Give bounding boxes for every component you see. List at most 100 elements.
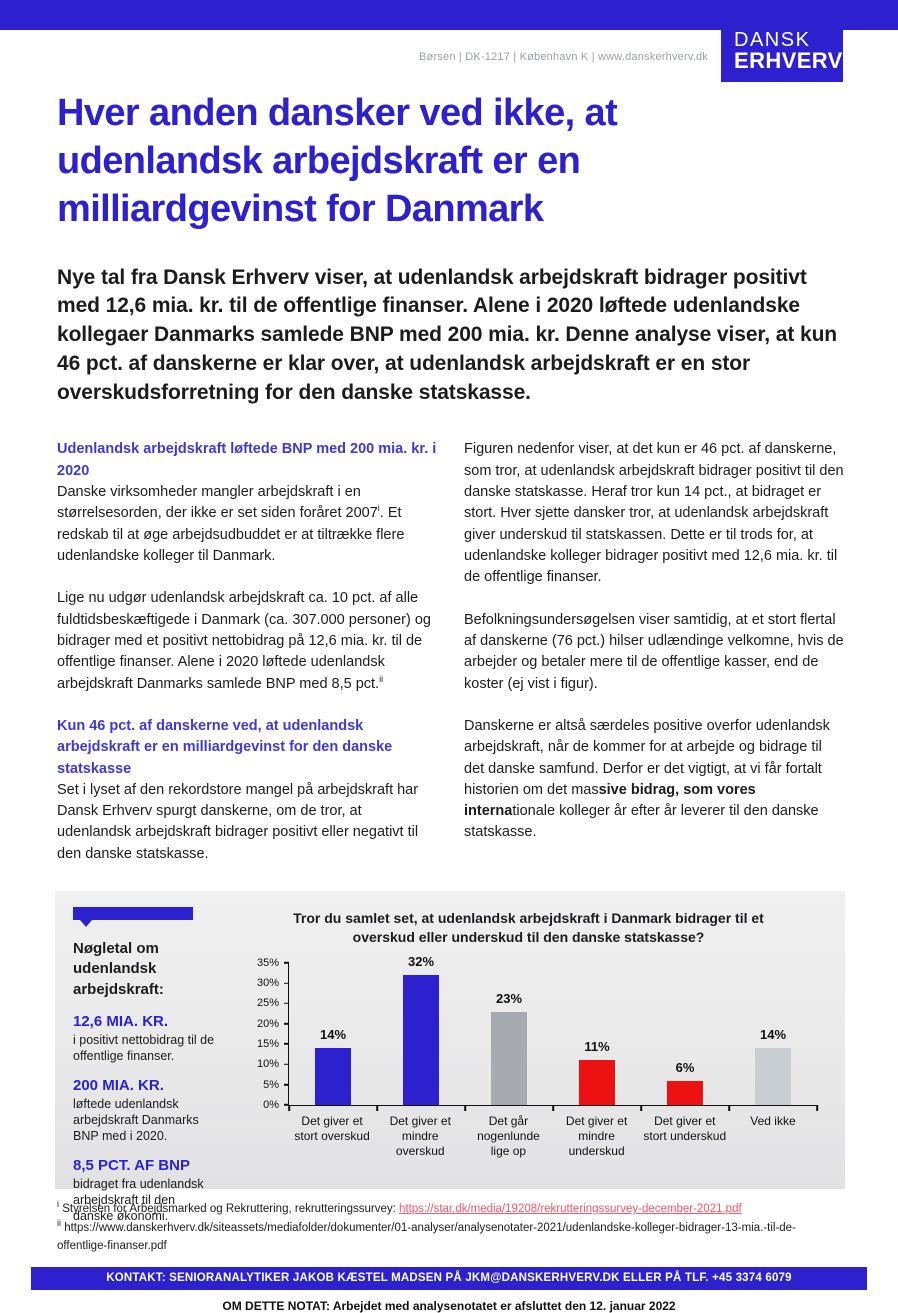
logo-line-1: DANSK [734,29,811,51]
left-subheading-2: Kun 46 pct. af danskerne ved, at udenlan… [57,717,393,777]
intro-paragraph: Nye tal fra Dansk Erhverv viser, at uden… [57,265,838,404]
blue-flag-tail [80,920,92,928]
bar-slot: 14% [729,963,817,1105]
bar [667,1080,703,1105]
header-address: Børsen | DK-1217 | København K | www.dan… [418,51,708,63]
left-paragraph-3: Set i lyset af den rekordstore mangel på… [57,781,419,862]
y-axis-tick-label: 5% [263,1078,279,1091]
key-figure-value: 12,6 MIA. KR. [73,1012,169,1030]
chart-area: Tror du samlet set, at udenlandsk arbejd… [230,891,845,1189]
left-paragraph-2: Lige nu udgør udenlandsk arbejdskraft ca… [57,588,438,695]
left-paragraph-1: Danske virksomheder mangler arbejdskraft… [57,482,438,567]
y-axis-tick-label: 25% [256,997,279,1010]
left-paragraph-1-cont: . Et redskab til at øge arbejdsudbuddet … [57,505,405,565]
key-figure-description: bidraget fra udenlandsk arbejdskraft til… [73,1176,204,1223]
bar [579,1060,615,1105]
x-axis-category-label: Det giver et mindre overskud [389,1113,451,1158]
figure-sidebar: Nøgletal om udenlandsk arbejdskraft: 12,… [55,891,230,1223]
footnote-i-marker: i [57,1199,59,1210]
y-axis-tick-label: 20% [256,1017,279,1030]
y-axis-tick-mark [284,982,289,984]
logo-line-2: ERHVERV [734,48,843,74]
right-paragraph-2: Befolkningsundersøgelsen viser samtidig,… [464,611,844,692]
key-figure-3: 8,5 PCT. AF BNP bidraget fra udenlandsk a… [73,1157,215,1224]
body-columns: Udenlandsk arbejdskraft løftede BNP med … [57,439,845,865]
key-figure-1: 12,6 MIA. KR. i positivt nettobidrag til … [73,1013,215,1064]
bar-slot: 32% [377,954,465,1105]
bar [315,1048,351,1105]
chart-category-labels: Det giver et stort overskud Det giver et … [288,1114,817,1159]
bar-value-label: 14% [759,1027,787,1043]
y-axis-tick-mark [284,1083,289,1086]
page-title: Hver anden dansker ved ikke, at udenlands… [57,90,845,234]
x-axis-tick-mark [728,1104,730,1111]
x-axis-category-label: Det går nogenlunde lige op [477,1113,540,1158]
figure-box: Nøgletal om udenlandsk arbejdskraft: 12,… [55,891,845,1223]
y-axis-tick-label: 35% [256,956,279,969]
bar-slot: 23% [465,963,553,1105]
chart: 0% 5% 10% 15% 20% 25% 30% 35% 14% 32% 23% 11% 6% 14% … [257,954,818,1159]
title-line-2: udenlandsk arbejdskraft er en [57,139,581,182]
footnote-i: i Styrelsen for Arbejdsmarked og Rekrutt… [57,1199,845,1218]
x-axis-tick-mark [816,1104,818,1111]
bar-value-label: 32% [407,954,435,970]
key-figures-list: 12,6 MIA. KR. i positivt nettobidrag til … [73,1013,230,1224]
x-axis-tick-mark [640,1104,642,1111]
x-axis-tick-mark [552,1104,554,1111]
contact-bar: KONTAKT: SENIORANALYTIKER JAKOB KÆSTEL M… [31,1266,867,1290]
right-paragraph-3-bold: sive bidrag, som vores interna [464,781,756,820]
bar-slot: 6% [641,963,729,1105]
key-figure-value: 8,5 PCT. AF BNP [73,1156,190,1174]
y-axis-tick-mark [284,1063,289,1066]
bar-slot: 14% [289,963,377,1105]
footnote-i-text: Styrelsen for Arbejdsmarked og Rekrutter… [62,1203,400,1216]
x-axis-category-label: Ved ikke [750,1113,796,1128]
blue-flag-decoration [73,907,193,921]
footnote-ref-i: i [377,503,380,514]
bar-value-label: 23% [495,990,523,1006]
chart-plot: 0% 5% 10% 15% 20% 25% 30% 35% 14% 32% 23% 11% 6% 14% [257,954,818,1111]
x-axis-category-label: Det giver et stort overskud [294,1113,370,1143]
footnote-ii: ii https://www.danskerhverv.dk/siteasset… [57,1218,845,1255]
key-figure-value: 200 MIA. KR. [73,1076,164,1094]
y-axis-tick-label: 0% [263,1098,279,1111]
y-axis-tick-label: 10% [256,1058,279,1071]
x-axis-tick-mark [464,1104,466,1111]
right-paragraph-3-text: Danskerne er altså særdeles positive ove… [464,717,830,798]
title-line-1: Hver anden dansker ved ikke, at [57,92,618,134]
y-axis-tick-mark [284,962,289,964]
y-axis-tick-label: 15% [256,1038,279,1051]
bar [491,1011,527,1105]
footnote-ii-marker: ii [57,1218,61,1229]
dansk-erhverv-logo: DANSK ERHVERV [721,0,843,82]
bar [403,975,439,1105]
left-subheading-1: Udenlandsk arbejdskraft løftede BNP med … [57,441,437,479]
right-column: Figuren nedenfor viser, at det kun er 46… [464,439,845,865]
key-figure-2: 200 MIA. KR. løftede udenlandsk arbejdskr… [73,1077,215,1144]
bar-value-label: 14% [319,1027,347,1043]
title-line-3: milliardgevinst for Danmark [57,187,544,230]
y-axis-tick-mark [284,1002,289,1005]
y-axis-tick-label: 30% [256,977,279,990]
right-paragraph-3: Danskerne er altså særdeles positive ove… [464,716,845,844]
footnote-i-link[interactable]: https://star.dk/media/19208/rekruttering… [399,1203,742,1216]
left-paragraph-1-text: Danske virksomheder mangler arbejdskraft… [57,484,378,522]
y-axis-tick-mark [284,1022,289,1025]
key-figures-heading: Nøgletal om udenlandsk arbejdskraft: [73,940,164,998]
key-figure-description: løftede udenlandsk arbejdskraft Danmarks… [73,1096,199,1143]
key-figure-description: i positivt nettobidrag til de offentlige… [73,1032,215,1063]
bar-series: 14% 32% 23% 11% 6% 14% [289,954,817,1105]
y-axis-tick-mark [284,1043,289,1045]
bar [755,1048,791,1105]
bar-slot: 11% [553,963,641,1105]
footnote-ref-ii: ii [379,673,384,684]
left-paragraph-2-text: Lige nu udgør udenlandsk arbejdskraft ca… [57,590,431,692]
x-axis-tick-mark [376,1104,378,1111]
chart-title: Tror du samlet set, at udenlandsk arbejd… [293,910,764,945]
right-paragraph-3-cont: tionale kolleger år efter år leverer til… [464,803,819,841]
x-axis-category-label: Det giver et mindre underskud [565,1113,628,1158]
x-axis-category-label: Det giver et stort underskud [643,1113,727,1143]
footnote-ii-text: https://www.danskerhverv.dk/siteassets/m… [57,1222,796,1252]
bar-value-label: 11% [584,1039,610,1055]
y-axis-tick-mark [284,1104,289,1106]
